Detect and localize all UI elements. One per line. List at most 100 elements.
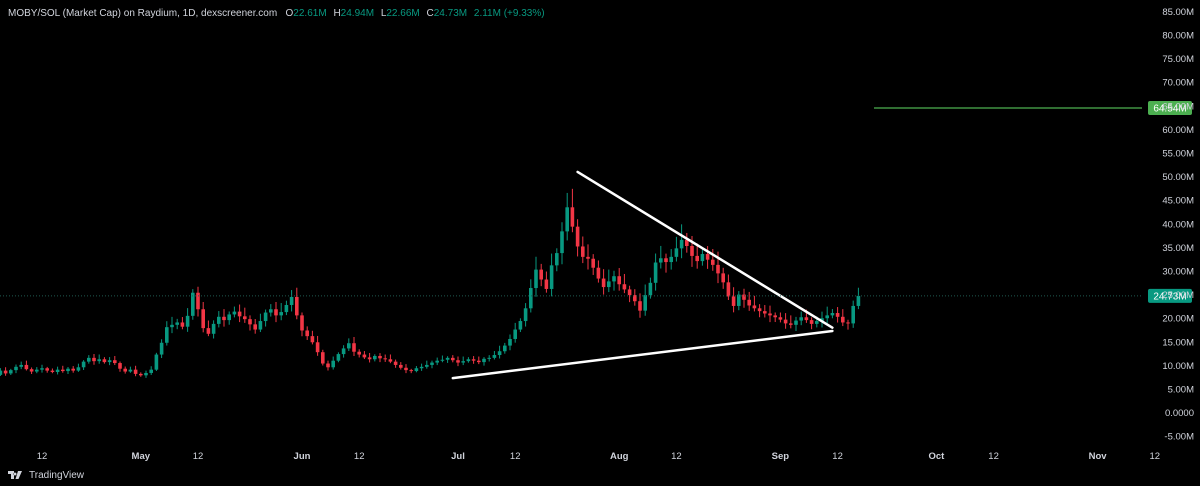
candle-body — [92, 357, 96, 362]
candle-body — [581, 246, 585, 257]
tradingview-logo[interactable]: TradingView — [8, 470, 84, 481]
candle-body — [357, 351, 361, 355]
x-tick-label: 12 — [671, 451, 682, 462]
low-key: L — [380, 8, 387, 19]
candle-body — [50, 370, 55, 373]
price-level-label: 64.54M — [1153, 104, 1186, 115]
candle-body — [430, 362, 434, 365]
candle-body — [211, 323, 216, 334]
y-tick-label: 75.00M — [1162, 54, 1194, 65]
candle-body — [185, 315, 190, 327]
candle-body — [331, 360, 335, 368]
y-tick-label: 40.00M — [1162, 219, 1194, 230]
candle-body — [102, 359, 107, 363]
x-tick-label: 12 — [1150, 451, 1161, 462]
candle-body — [61, 369, 65, 372]
price-level-layer: 64.54M 24.73M — [0, 101, 1192, 303]
candle-body — [170, 324, 174, 328]
y-tick-label: 80.00M — [1162, 31, 1194, 42]
candle-body — [570, 207, 575, 227]
candle-body — [763, 311, 767, 314]
y-tick-label: 15.00M — [1162, 337, 1194, 348]
candle-body — [679, 239, 684, 249]
candle-body — [284, 304, 289, 313]
candle-body — [393, 361, 398, 365]
candle-body — [409, 370, 413, 372]
candle-body — [0, 370, 3, 375]
candle-body — [315, 342, 320, 353]
candle-body — [29, 369, 34, 372]
candle-body — [367, 357, 372, 360]
x-axis[interactable]: 12 May 12 Jun 12 Jul 12 Aug 12 Sep 12 Oct 12 Nov 12 — [37, 451, 1160, 462]
candle-body — [248, 319, 252, 325]
candle-body — [685, 239, 689, 247]
candle-body — [279, 312, 283, 316]
candle-body — [789, 323, 793, 325]
candle-body — [778, 317, 783, 320]
candle-body — [773, 315, 777, 318]
candle-body — [690, 246, 694, 256]
candle-body — [664, 258, 668, 263]
candle-body — [825, 315, 829, 319]
x-tick-label: 12 — [510, 451, 521, 462]
candle-body — [227, 314, 231, 321]
candle-body — [747, 299, 751, 306]
candle-body — [612, 276, 616, 282]
candle-body — [669, 256, 673, 263]
change-value: 2.11M (+9.33%) — [473, 8, 545, 19]
candle-body — [539, 269, 543, 280]
trendline[interactable] — [576, 170, 834, 329]
candle-body — [482, 358, 486, 363]
candle-body — [555, 253, 559, 266]
candle-body — [9, 370, 13, 374]
trendlines-layer — [451, 170, 834, 380]
candle-body — [253, 324, 257, 330]
candle-body — [66, 368, 70, 372]
candle-body — [695, 255, 699, 262]
y-axis[interactable]: 85.00M 80.00M 75.00M 70.00M 65.00M 60.00M 55.0… — [1162, 7, 1194, 443]
y-tick-label: -5.00M — [1164, 432, 1194, 443]
x-tick-label: Aug — [610, 451, 629, 462]
candle-body — [201, 309, 205, 329]
close-value: 24.73M — [433, 8, 468, 19]
candle-body — [752, 305, 757, 309]
candle-body — [321, 352, 325, 364]
candle-body — [856, 295, 861, 306]
candle-body — [35, 369, 39, 372]
candle-body — [19, 364, 23, 367]
candle-body — [362, 354, 367, 358]
candle-body — [700, 254, 705, 262]
candle-body — [237, 311, 242, 317]
candle-body — [399, 364, 403, 368]
candle-body — [180, 322, 185, 327]
candle-body — [716, 264, 720, 274]
price-level-badge — [1148, 101, 1192, 116]
trendline[interactable] — [451, 329, 834, 380]
candle-body — [586, 256, 590, 259]
candle-body — [269, 309, 273, 313]
candle-body — [263, 312, 268, 322]
candle-body — [149, 369, 153, 373]
candle-body — [81, 361, 86, 368]
candle-body — [165, 327, 169, 343]
candle-body — [534, 269, 538, 289]
x-tick-label: Sep — [772, 451, 790, 462]
candle-body — [87, 357, 91, 362]
candle-body — [799, 317, 803, 321]
candle-body — [258, 321, 263, 330]
candle-body — [107, 360, 112, 363]
candle-body — [737, 294, 741, 306]
candle-body — [591, 258, 595, 268]
candle-body — [742, 294, 746, 300]
footer-bar: TradingView — [0, 464, 1200, 486]
candle-body — [846, 322, 850, 324]
candle-body — [560, 231, 564, 254]
candle-body — [24, 364, 29, 370]
candle-body — [456, 360, 460, 363]
candle-body — [435, 360, 439, 363]
candle-body — [492, 355, 497, 358]
symbol-title: MOBY/SOL (Market Cap) on Raydium, 1D, de… — [8, 8, 278, 19]
candle-body — [804, 317, 809, 321]
last-price-label: 24.73M — [1153, 291, 1186, 302]
